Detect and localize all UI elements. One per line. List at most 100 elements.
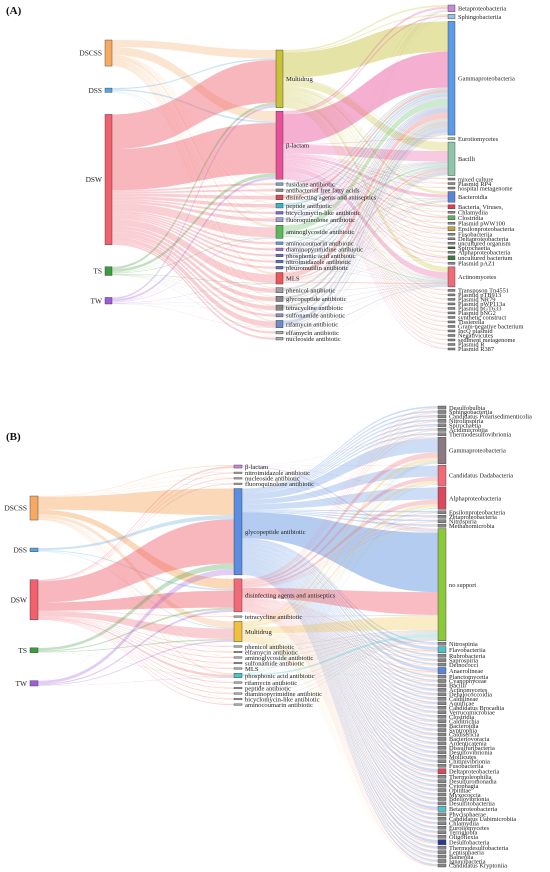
node-b-target-zetaproteobacteria[interactable] — [437, 515, 447, 519]
node-b-target-no-support[interactable] — [437, 528, 447, 641]
node-a-middle-rifamycin-antibiotic[interactable] — [275, 320, 284, 328]
node-b-target-planctomycetia[interactable] — [437, 674, 447, 679]
node-b-target-thermoleophilia[interactable] — [437, 774, 447, 779]
node-a-middle-bicyclomycin-like-antibiotic[interactable] — [275, 211, 284, 215]
node-a-target-fusobacteriia[interactable] — [447, 233, 456, 236]
node-b-target-dissulfuribacteria[interactable] — [437, 746, 447, 750]
node-a-middle-tetracycline-antibiotic[interactable] — [275, 304, 284, 311]
node-b-target-deinococci[interactable] — [437, 662, 447, 667]
node-b-middle-disinfecting-agents-and-antiseptics[interactable] — [233, 578, 243, 613]
node-a-target-deltaproteobacteria[interactable] — [447, 237, 456, 241]
node-b-target-cyanophyceae[interactable] — [437, 679, 447, 683]
node-b-target-bdellovibrionia[interactable] — [437, 797, 447, 801]
node-b-target-eurotiomycetes[interactable] — [437, 826, 447, 830]
node-b-middle-rifamycin-antibiotic[interactable] — [233, 681, 243, 684]
node-b-middle-multidrug[interactable] — [233, 621, 243, 642]
node-a-target-alphaproteobacteria[interactable] — [447, 251, 456, 254]
node-b-target-nitrospiria[interactable] — [437, 519, 447, 523]
node-b-target-myxococcia[interactable] — [437, 792, 447, 797]
node-b-target-spirochaetia[interactable] — [437, 423, 447, 428]
node-a-middle-phosphonic-acid-antibiotic[interactable] — [275, 253, 284, 257]
node-b-target-syntrophia[interactable] — [437, 728, 447, 732]
node-a-target-plasmid-png2[interactable] — [447, 311, 456, 315]
node-a-target-epsilonproteobacteria[interactable] — [447, 226, 456, 231]
node-a-target-plasmid-r387[interactable] — [447, 347, 456, 351]
node-b-target-caldisericia[interactable] — [437, 732, 447, 737]
node-b-middle-nitroimidazole-antibiotic[interactable] — [233, 471, 243, 474]
node-b-target-candidatus-brocadiia[interactable] — [437, 706, 447, 710]
node-b-middle-diaminopyrimidine-antibiotic[interactable] — [233, 692, 243, 695]
node-b-target-flavobacteriia[interactable] — [437, 646, 447, 653]
node-b-target-bacteriovoracia[interactable] — [437, 737, 447, 741]
node-b-target-fusobacteriia[interactable] — [437, 763, 447, 768]
node-b-target-gammaproteobacteria[interactable] — [437, 437, 447, 464]
node-b-target-nitrolinspiria[interactable] — [437, 419, 447, 423]
node-a-target-hospital-metagenome[interactable] — [447, 186, 456, 190]
node-a-middle-glycopeptide-antibiotic[interactable] — [275, 296, 284, 302]
node-b-target-desulfobulbia[interactable] — [437, 405, 447, 410]
node-a-target-sediment-metagenome[interactable] — [447, 338, 456, 342]
node-a-target-actinomycetes[interactable] — [447, 266, 456, 288]
node-a-target-uncultured-bacterium[interactable] — [447, 255, 456, 261]
node-b-target-desulfitobacteriia[interactable] — [437, 801, 447, 806]
node-a-middle-nucleoside-antibiotic[interactable] — [275, 337, 284, 341]
node-a-source-dsw[interactable] — [104, 114, 113, 245]
node-b-source-dsw[interactable] — [29, 579, 39, 621]
node-a-target-negativicutes[interactable] — [447, 334, 456, 337]
node-b-target-candidatus-dadabacteria[interactable] — [437, 464, 447, 486]
node-b-target-alphaproteobacteria[interactable] — [437, 486, 447, 510]
node-a-target-synthetic-construct[interactable] — [447, 316, 456, 319]
node-b-target-candidatus-uabimicrobiia[interactable] — [437, 817, 447, 821]
node-b-target-calditrichia[interactable] — [437, 719, 447, 723]
node-a-target-bacilli[interactable] — [447, 141, 456, 176]
node-b-target-verrucomicrobiae[interactable] — [437, 710, 447, 714]
node-a-target-incq-plasmid[interactable] — [447, 329, 456, 333]
node-b-target-chitinivibrionia[interactable] — [437, 759, 447, 763]
node-b-target-ignavibacteria[interactable] — [437, 859, 447, 863]
node-b-target-thermodesulfovibrionia[interactable] — [437, 432, 447, 437]
node-b-middle-aminoglycoside-antibiotic[interactable] — [233, 656, 243, 659]
node-b-target-lentisphaeria[interactable] — [437, 850, 447, 854]
node-b-target-thermodesulfobacteria[interactable] — [437, 845, 447, 850]
node-a-middle-diaminopyrimidine-antibiotic[interactable] — [275, 247, 284, 251]
node-a-middle-mls[interactable] — [275, 272, 284, 285]
node-b-source-dss[interactable] — [29, 547, 39, 552]
node-a-middle-peptide-antibiotic[interactable] — [275, 203, 284, 209]
node-a-middle-aminocoumarin-antibiotic[interactable] — [275, 241, 284, 245]
node-b-target-mollicutes[interactable] — [437, 755, 447, 759]
node-a-target-plasmid-ptb913[interactable] — [447, 293, 456, 297]
node-a-target-spirochaetia[interactable] — [447, 246, 456, 250]
node-b-source-tw[interactable] — [29, 680, 39, 687]
node-a-target-plasmid-pwp113a[interactable] — [447, 302, 456, 306]
node-b-target-dehalococcoidia[interactable] — [437, 692, 447, 697]
node-b-target-actinomycetes[interactable] — [437, 688, 447, 692]
node-b-target-deltaproteobacteria[interactable] — [437, 768, 447, 774]
node-b-target-opitutae[interactable] — [437, 788, 447, 792]
node-b-source-ts[interactable] — [29, 647, 39, 653]
node-b-target-bacilli[interactable] — [437, 683, 447, 688]
node-b-target-acidimicrobiia[interactable] — [437, 428, 447, 432]
node-a-middle-fluoroquinolone-antibiotic[interactable] — [275, 217, 284, 223]
node-b-target-aquificae[interactable] — [437, 701, 447, 706]
node-a-target-gammaproteobacteria[interactable] — [447, 21, 456, 136]
node-b-middle-lactam[interactable] — [233, 464, 243, 469]
node-b-target-desulfobacteria[interactable] — [437, 839, 447, 845]
node-b-middle-peptide-antibiotic[interactable] — [233, 687, 243, 690]
node-a-middle-fusidane-antibiotic[interactable] — [275, 182, 284, 186]
node-b-middle-bicyclomycin-like-antibiotic[interactable] — [233, 698, 243, 701]
node-b-target-rubrobacteria[interactable] — [437, 653, 447, 658]
node-a-middle-nitroimidazole-antibiotic[interactable] — [275, 260, 284, 264]
node-a-target-plasmid-rp4[interactable] — [447, 182, 456, 185]
node-b-target-ardenticatenia[interactable] — [437, 741, 447, 746]
node-a-target-plasmid-pgt633[interactable] — [447, 307, 456, 310]
node-a-target-bacteroidia[interactable] — [447, 191, 456, 203]
node-a-target-mixed-culture[interactable] — [447, 177, 456, 181]
node-b-target-cytophagia[interactable] — [437, 783, 447, 788]
node-b-middle-elfamycin-antibiotic[interactable] — [233, 651, 243, 653]
node-b-target-anaerolineae[interactable] — [437, 667, 447, 674]
node-a-target-plasmid-nr79[interactable] — [447, 298, 456, 301]
node-a-middle-aminoglycoside-antibiotic[interactable] — [275, 225, 284, 239]
node-a-target-uncultured-organism[interactable] — [447, 242, 456, 245]
node-b-target-desulfuromonadia[interactable] — [437, 779, 447, 783]
node-b-target-desulfovibrionia[interactable] — [437, 750, 447, 755]
